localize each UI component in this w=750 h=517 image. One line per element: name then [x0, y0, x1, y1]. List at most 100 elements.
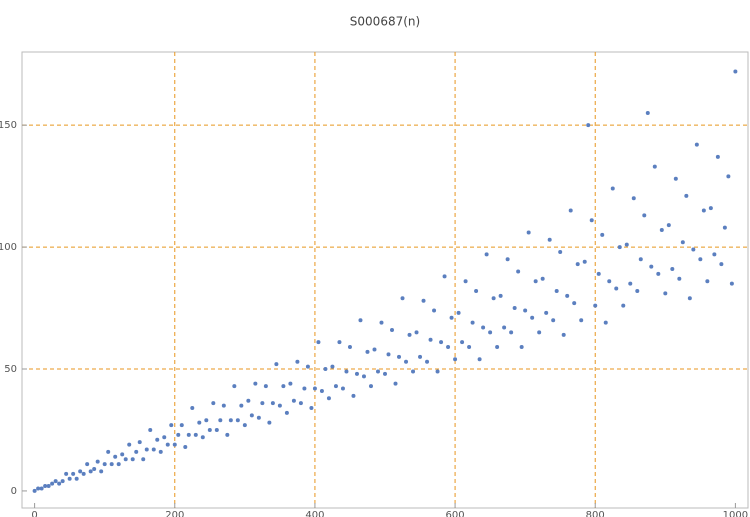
point: [186, 432, 191, 437]
point: [607, 279, 612, 284]
point: [295, 359, 300, 364]
point: [207, 427, 212, 432]
point: [530, 315, 535, 320]
point: [102, 462, 107, 467]
point: [512, 306, 517, 311]
point: [488, 330, 493, 335]
point: [467, 345, 472, 350]
point: [456, 310, 461, 315]
point: [652, 164, 657, 169]
point: [246, 398, 251, 403]
point: [281, 384, 286, 389]
point: [88, 469, 93, 474]
point: [309, 406, 314, 411]
point: [677, 276, 682, 281]
point: [579, 318, 584, 323]
point: [673, 176, 678, 181]
point: [200, 435, 205, 440]
point: [526, 230, 531, 235]
point: [291, 398, 296, 403]
point: [421, 298, 426, 303]
point: [288, 381, 293, 386]
point: [694, 142, 699, 147]
point: [323, 367, 328, 372]
point: [411, 369, 416, 374]
point: [211, 401, 216, 406]
point: [50, 481, 55, 486]
point: [53, 479, 58, 484]
point: [277, 403, 282, 408]
point: [656, 271, 661, 276]
point: [715, 154, 720, 159]
point: [428, 337, 433, 342]
point: [680, 240, 685, 245]
point: [572, 301, 577, 306]
point: [354, 371, 359, 376]
point: [708, 206, 713, 211]
point: [719, 262, 724, 267]
point: [71, 471, 76, 476]
point: [155, 437, 160, 442]
point: [691, 247, 696, 252]
point: [92, 466, 97, 471]
point: [575, 262, 580, 267]
point: [305, 364, 310, 369]
point: [659, 228, 664, 233]
point: [505, 257, 510, 262]
point: [484, 252, 489, 257]
point: [600, 232, 605, 237]
point: [544, 310, 549, 315]
point: [344, 369, 349, 374]
point: [256, 415, 261, 420]
point: [582, 259, 587, 264]
chart-title: S000687(n): [350, 15, 420, 29]
point: [439, 340, 444, 345]
point: [32, 488, 37, 493]
point: [312, 386, 317, 391]
point: [130, 457, 135, 462]
point: [193, 432, 198, 437]
point: [446, 345, 451, 350]
point: [397, 354, 402, 359]
point: [137, 440, 142, 445]
point: [330, 364, 335, 369]
point: [509, 330, 514, 335]
point: [358, 318, 363, 323]
point: [663, 291, 668, 296]
point: [393, 381, 398, 386]
point: [523, 308, 528, 313]
point: [116, 462, 121, 467]
point: [337, 340, 342, 345]
point: [645, 110, 650, 115]
point: [477, 357, 482, 362]
point: [78, 469, 83, 474]
point: [624, 242, 629, 247]
point: [57, 481, 62, 486]
point: [113, 454, 118, 459]
point: [74, 476, 79, 481]
point: [368, 384, 373, 389]
point: [64, 471, 69, 476]
point: [148, 427, 153, 432]
point: [204, 418, 209, 423]
point: [635, 288, 640, 293]
point: [568, 208, 573, 213]
point: [361, 374, 366, 379]
point: [46, 484, 51, 489]
point: [179, 423, 184, 428]
point: [383, 371, 387, 376]
point: [302, 386, 307, 391]
point: [85, 462, 90, 467]
point: [60, 479, 65, 484]
point: [561, 332, 566, 337]
point: [495, 345, 500, 350]
point: [218, 418, 223, 423]
point: [712, 252, 717, 257]
point: [547, 237, 552, 242]
point: [326, 396, 331, 401]
point: [123, 457, 128, 462]
point: [638, 257, 643, 262]
point: [183, 445, 188, 450]
point: [235, 418, 240, 423]
